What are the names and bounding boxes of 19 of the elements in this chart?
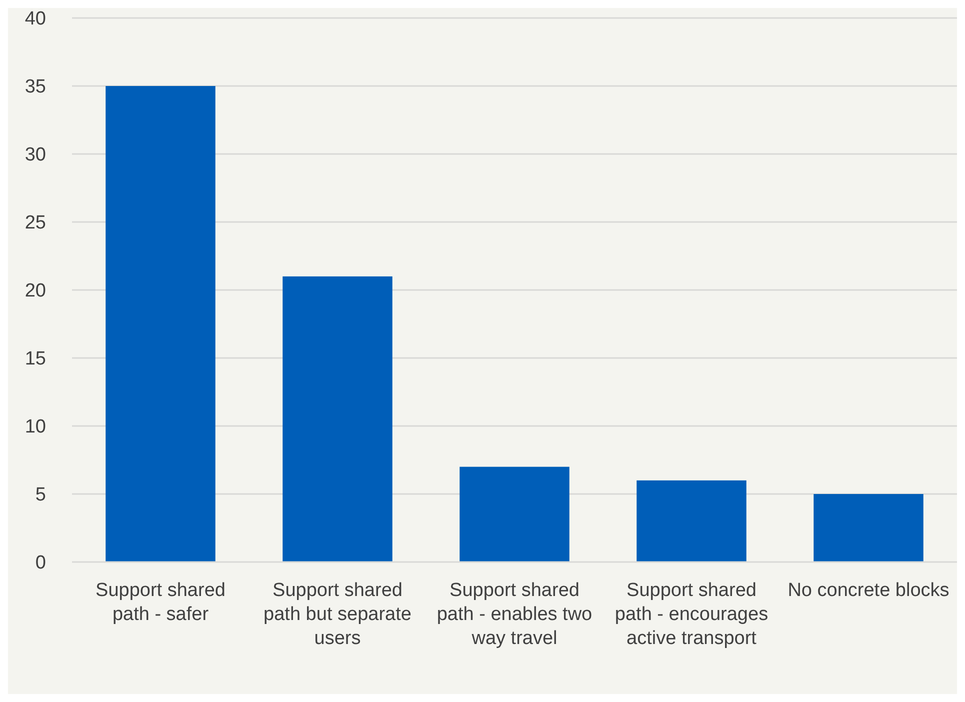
- y-tick-label: 0: [35, 552, 46, 574]
- x-tick-label: No concrete blocks: [788, 580, 950, 601]
- x-tick-label: Support shared path - enables two way travel: [436, 580, 592, 649]
- x-tick-label: Support shared path - encourages active transport: [614, 580, 768, 649]
- bar: [814, 494, 924, 562]
- bar: [106, 86, 216, 562]
- x-tick-label: Support shared path but separate users: [264, 580, 412, 649]
- y-tick-label: 25: [24, 212, 46, 234]
- y-tick-label: 5: [35, 484, 46, 506]
- y-tick-label: 15: [24, 348, 46, 370]
- y-tick-label: 20: [24, 280, 46, 302]
- y-tick-label: 35: [24, 76, 46, 98]
- bar: [636, 480, 746, 562]
- y-tick-label: 30: [24, 144, 46, 166]
- x-tick-label: Support shared path - safer: [96, 580, 226, 625]
- bar: [460, 466, 570, 562]
- bar: [282, 276, 392, 562]
- y-tick-label: 10: [24, 416, 46, 438]
- y-tick-label: 40: [24, 8, 46, 30]
